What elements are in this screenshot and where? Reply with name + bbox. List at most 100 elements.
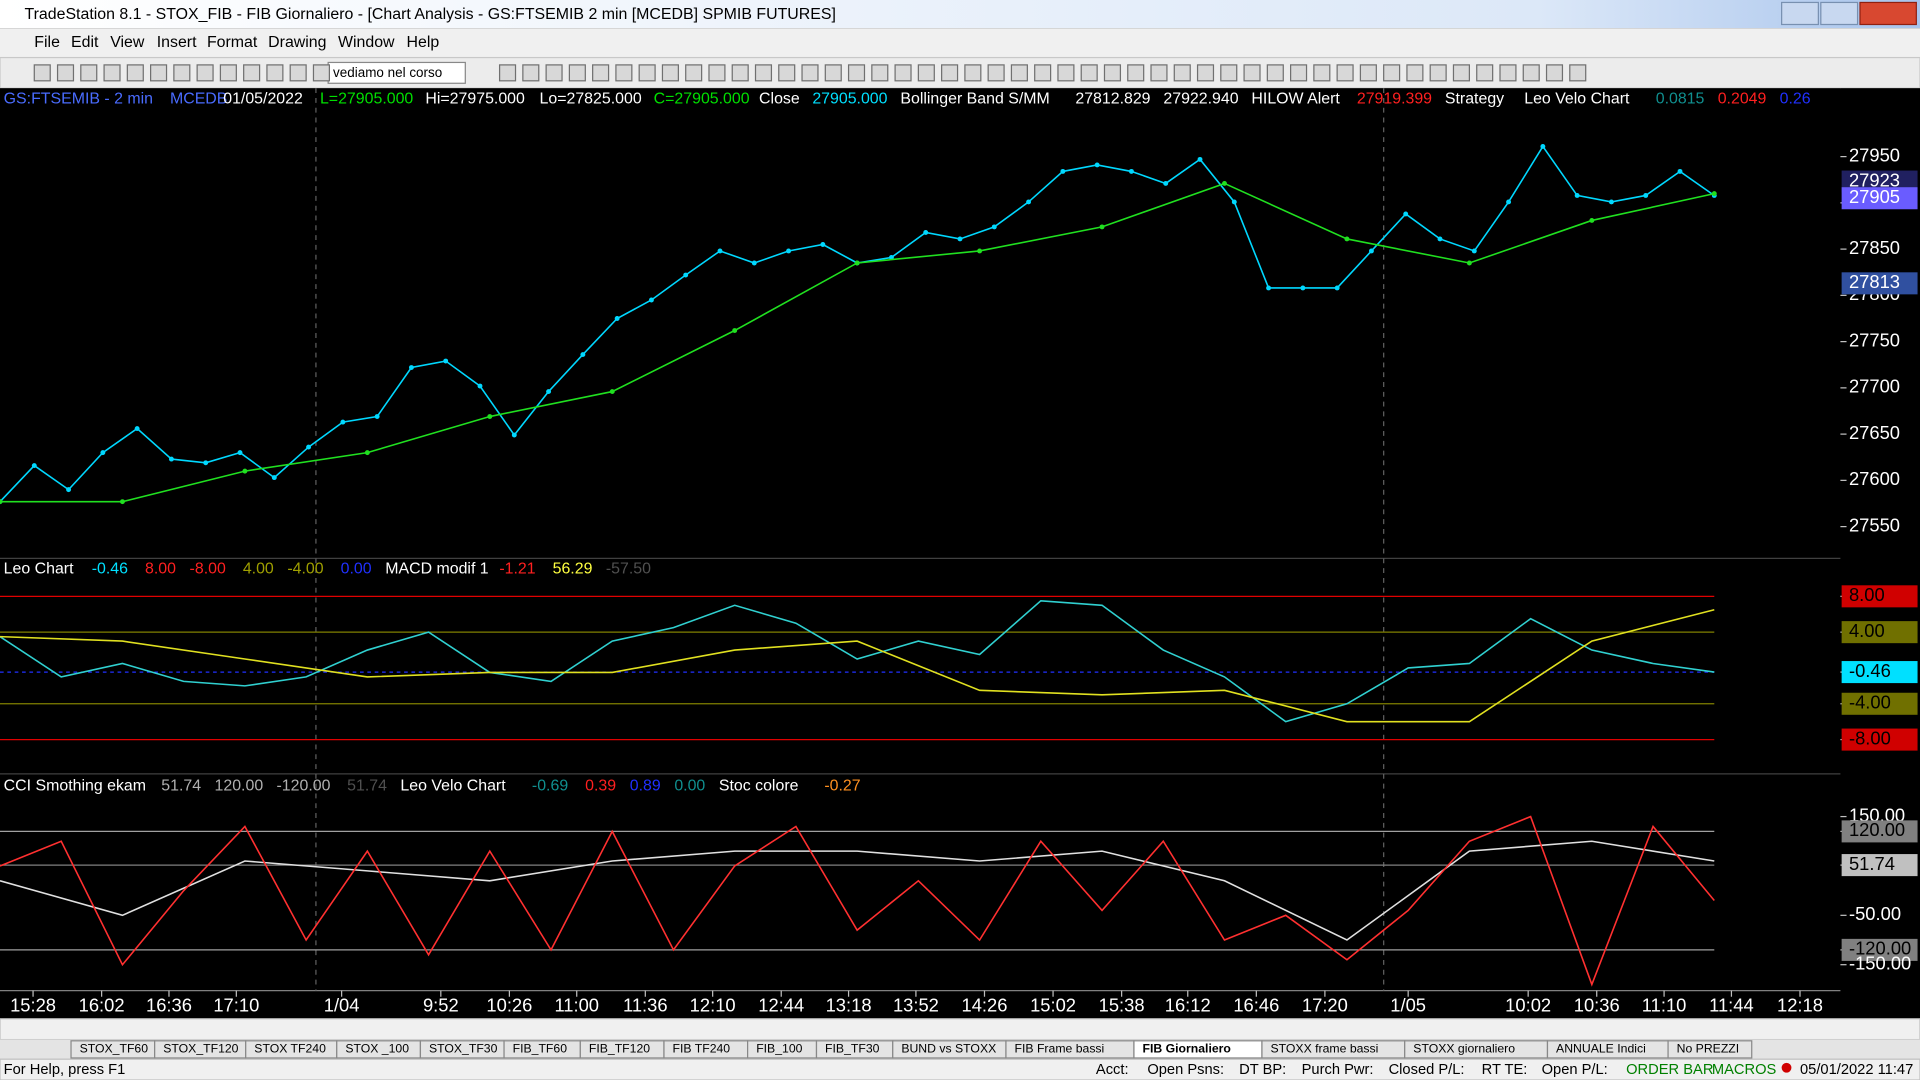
indicator-label: -0.69: [532, 777, 568, 794]
toolbar-button[interactable]: [847, 64, 866, 82]
toolbar-button[interactable]: [987, 64, 1005, 82]
toolbar-button[interactable]: [824, 64, 842, 82]
menu-item[interactable]: File: [34, 34, 60, 51]
toolbar-button[interactable]: [754, 64, 773, 82]
toolbar-button[interactable]: [1173, 64, 1191, 82]
series-point: [100, 450, 106, 456]
series-point: [1437, 236, 1443, 242]
indicator-label: 0.39: [585, 777, 616, 794]
toolbar-button[interactable]: [778, 64, 796, 82]
toolbar-button[interactable]: [150, 64, 168, 82]
status-order-bar: ORDER BAR: [1626, 1062, 1713, 1078]
menu-item[interactable]: Format: [207, 34, 258, 51]
menu-item[interactable]: Window: [338, 34, 395, 51]
tab[interactable]: [1667, 1040, 1753, 1059]
toolbar-button[interactable]: [80, 64, 98, 82]
toolbar-button[interactable]: [592, 64, 610, 82]
series-point: [340, 419, 346, 425]
toolbar-button[interactable]: [243, 64, 261, 82]
toolbar-button[interactable]: [522, 64, 540, 82]
toolbar-button[interactable]: [917, 64, 935, 82]
series-point: [1163, 180, 1169, 186]
minimize-button[interactable]: [1781, 1, 1819, 26]
tick-label-box: [1841, 621, 1918, 644]
toolbar-button[interactable]: [196, 64, 214, 82]
toolbar-button[interactable]: [1150, 64, 1168, 82]
toolbar-button[interactable]: [1522, 64, 1540, 82]
menu-item[interactable]: Insert: [157, 34, 197, 51]
tick-label-box: [1841, 854, 1918, 877]
toolbar-button[interactable]: [1476, 64, 1494, 82]
indicator-label: 51.74: [347, 777, 387, 794]
maximize-button[interactable]: [1820, 1, 1859, 26]
toolbar-button[interactable]: [103, 64, 121, 82]
toolbar-button[interactable]: [638, 64, 656, 82]
indicator-label: Leo Velo Chart: [400, 777, 506, 794]
toolbar-button[interactable]: [964, 64, 982, 82]
toolbar-button[interactable]: [545, 64, 563, 82]
toolbar-button[interactable]: [1080, 64, 1098, 82]
toolbar-button[interactable]: [1290, 64, 1308, 82]
toolbar-button[interactable]: [1499, 64, 1517, 82]
toolbar-button[interactable]: [1383, 64, 1401, 82]
status-field: Open Psns:: [1147, 1062, 1224, 1078]
toolbar-button[interactable]: [661, 64, 679, 82]
menu-item[interactable]: Help: [407, 34, 440, 51]
tick-label-box: [1841, 820, 1918, 843]
menu-item[interactable]: Drawing: [268, 34, 326, 51]
toolbar-button[interactable]: [1196, 64, 1215, 82]
menu-item[interactable]: Edit: [71, 34, 99, 51]
toolbar-button[interactable]: [1266, 64, 1284, 82]
menu-item[interactable]: View: [110, 34, 145, 51]
toolbar-button[interactable]: [1103, 64, 1122, 82]
tick-label-box: [1841, 728, 1918, 751]
series-point: [1344, 236, 1350, 242]
series-point: [31, 463, 37, 469]
toolbar-button[interactable]: [731, 64, 749, 82]
scrollbar[interactable]: [0, 1018, 1920, 1041]
toolbar-button[interactable]: [33, 64, 51, 82]
toolbar-button[interactable]: [1010, 64, 1028, 82]
toolbar-button[interactable]: [708, 64, 726, 82]
indicator-label: -120.00: [276, 777, 330, 794]
toolbar-button[interactable]: [498, 64, 517, 82]
toolbar-button[interactable]: [173, 64, 191, 82]
tab-label: FIB_TF120: [589, 1042, 650, 1056]
toolbar-button[interactable]: [312, 64, 330, 82]
toolbar-button[interactable]: [56, 64, 75, 82]
toolbar-button[interactable]: [801, 64, 819, 82]
toolbar-button[interactable]: [1569, 64, 1587, 82]
toolbar-button[interactable]: [266, 64, 284, 82]
toolbar-button[interactable]: [615, 64, 633, 82]
x-tick-label: 11:36: [623, 994, 668, 1015]
toolbar-button[interactable]: [1336, 64, 1354, 82]
toolbar-button[interactable]: [219, 64, 237, 82]
status-field: Open P/L:: [1542, 1062, 1608, 1078]
tab-label: FIB_TF60: [513, 1042, 568, 1056]
toolbar-button[interactable]: [1313, 64, 1331, 82]
toolbar-button[interactable]: [1057, 64, 1075, 82]
toolbar-button[interactable]: [1545, 64, 1564, 82]
series-point: [134, 426, 140, 432]
toolbar-button[interactable]: [894, 64, 912, 82]
toolbar-button[interactable]: [1243, 64, 1261, 82]
toolbar-button[interactable]: [1429, 64, 1447, 82]
series-point: [580, 352, 586, 358]
toolbar-button[interactable]: [1034, 64, 1052, 82]
toolbar-button[interactable]: [1406, 64, 1424, 82]
toolbar-button[interactable]: [568, 64, 586, 82]
toolbar-button[interactable]: [941, 64, 959, 82]
series-point: [1711, 191, 1717, 197]
toolbar-button[interactable]: [1452, 64, 1471, 82]
close-button[interactable]: [1859, 1, 1917, 26]
toolbar-button[interactable]: [1220, 64, 1238, 82]
y-tick-label: 27650: [1849, 422, 1900, 443]
toolbar-button[interactable]: [871, 64, 889, 82]
toolbar-button[interactable]: [685, 64, 703, 82]
indicator-label: 56.29: [553, 561, 593, 578]
toolbar-button[interactable]: [126, 64, 144, 82]
toolbar-button[interactable]: [289, 64, 307, 82]
toolbar-button[interactable]: [1359, 64, 1377, 82]
toolbar-button[interactable]: [1127, 64, 1145, 82]
y-tick-label: 27750: [1849, 329, 1900, 350]
